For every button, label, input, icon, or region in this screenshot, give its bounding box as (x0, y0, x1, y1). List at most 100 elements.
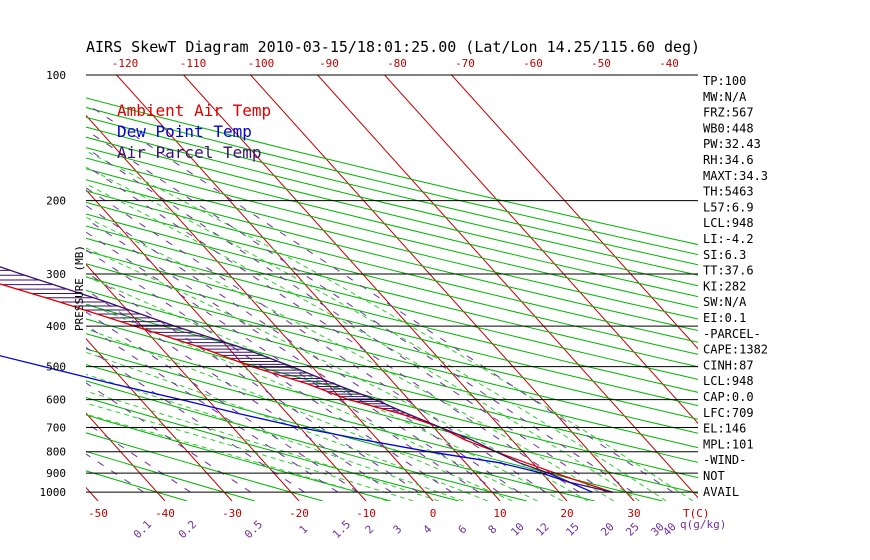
mixing-axis-label: q(g/kg) (680, 518, 726, 531)
top-temp-tick-label: -70 (455, 57, 475, 70)
isotherm-line (317, 75, 698, 499)
index-entry: MW:N/A (703, 90, 747, 104)
index-entry: -WIND- (703, 453, 746, 467)
index-entry: MPL:101 (703, 437, 754, 451)
bottom-temp-tick-label: -10 (356, 507, 376, 520)
index-entry: TT:37.6 (703, 264, 754, 278)
pressure-tick-label: 200 (46, 195, 66, 208)
pressure-tick-label: 300 (46, 268, 66, 281)
mixing-ratio-label: 6 (456, 523, 470, 537)
mixing-ratio-label: 10 (508, 520, 527, 539)
moist-adiabat-line (86, 183, 640, 501)
top-temp-tick-label: -40 (659, 57, 679, 70)
mixing-ratio-label: 4 (421, 522, 435, 536)
dry-adiabat-line (86, 397, 459, 501)
dry-adiabat-line (86, 432, 323, 501)
index-entry: KI:282 (703, 279, 746, 293)
dry-adiabat-line (86, 276, 698, 434)
mixing-ratio-label: 15 (563, 520, 582, 539)
bottom-temp-tick-label: -40 (155, 507, 175, 520)
dew-point-line (0, 355, 593, 493)
bottom-temp-tick-label: 20 (560, 507, 573, 520)
index-entry: LCL:948 (703, 216, 754, 230)
dry-adiabat-line (86, 136, 698, 287)
dry-adiabat-line (86, 304, 698, 463)
isotherm-line (116, 75, 501, 501)
dry-adiabat-line (86, 250, 698, 407)
mixing-ratio-label: 0.5 (242, 518, 265, 541)
index-entry: RH:34.6 (703, 153, 754, 167)
mixing-ratio-label: 0.1 (131, 518, 154, 541)
index-entry: TP:100 (703, 74, 746, 88)
bottom-temp-tick-label: 0 (430, 507, 437, 520)
pressure-tick-label: 400 (46, 320, 66, 333)
bottom-temp-tick-label: 10 (493, 507, 506, 520)
bottom-temp-tick-label: -50 (88, 507, 108, 520)
legend-entry: Ambient Air Temp (117, 101, 271, 120)
moist-adiabat-line (86, 373, 464, 501)
index-entry: EI:0.1 (703, 311, 746, 325)
top-temp-tick-label: -50 (591, 57, 611, 70)
index-entry: CAPE:1382 (703, 343, 768, 357)
index-entry: CAP:0.0 (703, 390, 754, 404)
index-entry: NOT (703, 469, 725, 483)
index-entry: L57:6.9 (703, 200, 754, 214)
index-entry: LI:-4.2 (703, 232, 754, 246)
index-entry: FRZ:567 (703, 106, 754, 120)
ambient-temp-line (0, 283, 613, 493)
y-axis-label: PRESSURE (MB) (73, 245, 86, 331)
dry-adiabat-line (86, 168, 698, 320)
isotherm-line (86, 114, 434, 501)
dry-adiabat-line (86, 147, 698, 298)
dry-adiabat-line (86, 126, 698, 276)
mixing-ratio-label: 0.2 (176, 518, 199, 541)
dry-adiabat-line (86, 450, 256, 501)
mixing-ratio-line (86, 102, 674, 493)
index-entry: LFC:709 (703, 406, 754, 420)
index-entry: TH:5463 (703, 185, 754, 199)
dry-adiabat-line (86, 213, 698, 368)
index-entry: PW:32.43 (703, 137, 761, 151)
top-temp-tick-label: -60 (523, 57, 543, 70)
mixing-ratio-line (86, 129, 634, 493)
dry-adiabat-line (86, 333, 698, 494)
dry-adiabat-line (86, 157, 698, 309)
index-entry: WB0:448 (703, 121, 754, 135)
pressure-tick-label: 100 (46, 69, 66, 82)
cape-hatch-area (0, 269, 437, 427)
isotherm-line (86, 412, 166, 501)
top-temp-tick-label: -110 (180, 57, 207, 70)
mixing-ratio-label: 1.5 (330, 518, 353, 541)
chart-title: AIRS SkewT Diagram 2010-03-15/18:01:25.0… (86, 38, 700, 56)
index-entry: -PARCEL- (703, 327, 761, 341)
isotherm-line (451, 75, 698, 350)
pressure-tick-label: 1000 (40, 486, 67, 499)
isotherm-line (250, 75, 635, 501)
pressure-tick-label: 900 (46, 467, 66, 480)
pressure-tick-label: 600 (46, 394, 66, 407)
index-entry: EL:146 (703, 422, 746, 436)
mixing-ratio-label: 25 (623, 520, 642, 539)
bottom-temp-tick-label: -20 (289, 507, 309, 520)
dry-adiabat-line (86, 237, 698, 393)
pressure-tick-label: 500 (46, 361, 66, 374)
dry-adiabat-line (86, 179, 698, 332)
dry-adiabat-line (86, 225, 698, 380)
index-entry: LCL:948 (703, 374, 754, 388)
mixing-ratio-label: 3 (391, 523, 405, 537)
moist-adiabat-line (86, 216, 615, 501)
dry-adiabat-line (86, 201, 698, 355)
pressure-tick-label: 700 (46, 422, 66, 435)
top-temp-tick-label: -90 (319, 57, 339, 70)
mixing-ratio-label: 2 (363, 523, 377, 537)
top-temp-tick-label: -100 (248, 57, 275, 70)
bottom-temp-tick-label: 30 (627, 507, 640, 520)
legend-entry: Air Parcel Temp (117, 143, 262, 162)
dry-adiabat-line (86, 470, 188, 501)
isotherm-line (384, 75, 698, 424)
dry-adiabat-line (86, 348, 663, 501)
bottom-temp-tick-label: -30 (222, 507, 242, 520)
mixing-ratio-label: 1 (297, 523, 311, 537)
dry-adiabat-line (86, 106, 698, 256)
